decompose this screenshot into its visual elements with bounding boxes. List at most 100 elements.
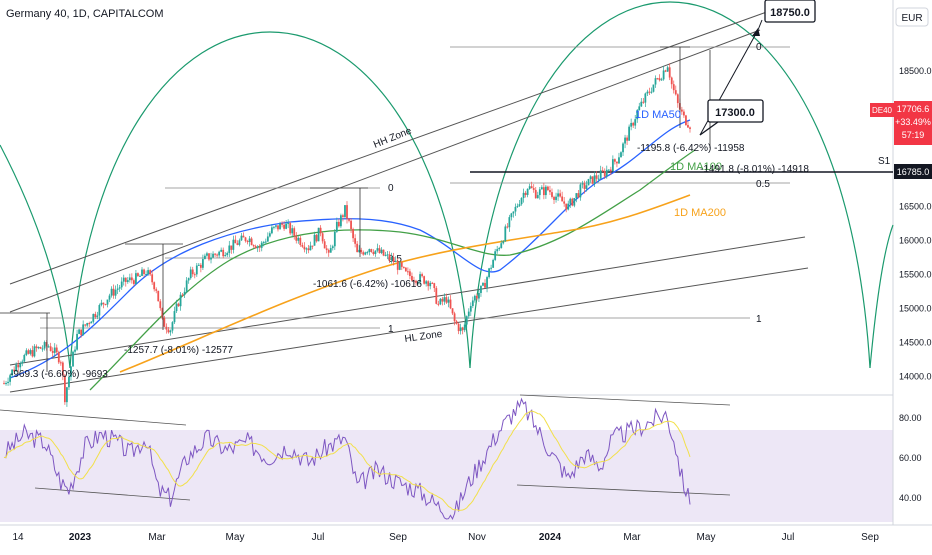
candle-body <box>145 274 147 276</box>
candle-body <box>315 234 318 242</box>
candle-body <box>368 249 371 253</box>
candle-body <box>646 91 649 94</box>
candle-body <box>273 226 275 228</box>
candle-body <box>116 288 119 290</box>
candle-body <box>599 170 602 179</box>
candle-body <box>593 175 596 184</box>
candle-body <box>80 329 83 336</box>
candle-body <box>271 227 273 234</box>
candle-body <box>362 252 365 255</box>
time-tick-label: Sep <box>389 532 407 543</box>
fib-1-label-right: 1 <box>756 314 762 325</box>
candle-body <box>321 233 324 242</box>
candle-body <box>394 260 397 263</box>
candle-body <box>234 239 237 244</box>
candle-body <box>167 329 170 333</box>
candle-body <box>557 193 559 197</box>
candle-body <box>33 346 36 357</box>
candle-body <box>622 143 624 153</box>
candle-body <box>331 246 334 249</box>
candle-body <box>380 249 383 254</box>
candle-body <box>514 206 517 212</box>
price-tick-label: 18500.0 <box>899 66 932 76</box>
candle-body <box>43 342 46 349</box>
time-tick-label: 2024 <box>539 532 562 543</box>
candle-body <box>15 364 18 372</box>
candle-body <box>443 297 446 302</box>
target-callout-17300-label: 17300.0 <box>715 107 755 119</box>
candle-body <box>504 226 507 242</box>
candle-body <box>463 324 466 331</box>
candle-body <box>392 257 395 263</box>
candle-body <box>390 257 393 261</box>
candle-body <box>553 196 555 200</box>
candle-body <box>222 249 225 257</box>
candle-body <box>151 274 154 283</box>
candle-body <box>72 351 74 367</box>
candle-body <box>609 169 612 172</box>
candle-body <box>17 364 20 368</box>
candle-body <box>666 67 669 72</box>
candle-body <box>287 223 290 225</box>
candle-body <box>490 267 493 269</box>
candle-body <box>581 183 584 185</box>
candle-body <box>350 220 352 230</box>
candle-body <box>417 282 419 284</box>
candle-body <box>230 245 233 250</box>
candle-body <box>411 275 413 281</box>
candle-body <box>3 383 5 385</box>
candle-body <box>183 291 186 296</box>
chart-title: Germany 40, 1D, CAPITALCOM <box>6 8 164 20</box>
candle-body <box>256 246 259 249</box>
candle-body <box>658 78 661 81</box>
s1-label: S1 <box>878 156 891 167</box>
candle-body <box>575 193 578 199</box>
candle-body <box>197 264 200 266</box>
time-axis[interactable]: 14 2023 Mar May Jul Sep Nov 2024 Mar May Jul Sep <box>12 532 879 543</box>
cycle-arc-2 <box>69 31 471 369</box>
candle-body <box>214 253 216 255</box>
candle-body <box>544 186 547 196</box>
candle-body <box>19 363 22 368</box>
candle-body <box>279 223 281 230</box>
fib-1-label-left: 1 <box>388 324 394 335</box>
candle-body <box>453 313 456 322</box>
candle-body <box>364 252 367 255</box>
candle-body <box>248 238 251 242</box>
candle-body <box>676 94 679 104</box>
candle-body <box>232 239 235 250</box>
candle-body <box>141 269 143 276</box>
drop-label-5: -1491.8 (-8.01%) -14918 <box>700 164 809 175</box>
candle-body <box>244 237 247 242</box>
ma200-label: 1D MA200 <box>674 207 726 219</box>
candle-body <box>404 267 407 272</box>
candle-body <box>333 231 336 247</box>
candle-body <box>195 265 198 275</box>
candle-body <box>216 254 219 256</box>
candle-body <box>376 248 379 251</box>
candle-body <box>307 248 310 251</box>
rsi-axis[interactable]: 80.00 60.00 40.00 <box>899 413 922 503</box>
candle-body <box>538 189 541 196</box>
candle-body <box>275 225 277 227</box>
candle-body <box>402 266 405 268</box>
candle-body <box>57 352 60 363</box>
currency-button[interactable] <box>895 7 929 27</box>
candle-body <box>423 276 426 284</box>
current-change-label: +33.49% <box>895 117 931 127</box>
candle-body <box>374 250 377 255</box>
candle-body <box>191 269 194 275</box>
candle-body <box>482 282 484 286</box>
candle-body <box>388 254 391 261</box>
hl-zone-label: HL Zone <box>404 329 444 345</box>
candle-body <box>199 264 202 268</box>
price-tick-label: 15000.0 <box>899 303 932 313</box>
candle-body <box>648 91 651 93</box>
candle-body <box>206 253 208 256</box>
candle-body <box>518 204 521 206</box>
candle-body <box>674 90 677 95</box>
candle-body <box>47 346 50 348</box>
candle-body <box>132 280 135 284</box>
